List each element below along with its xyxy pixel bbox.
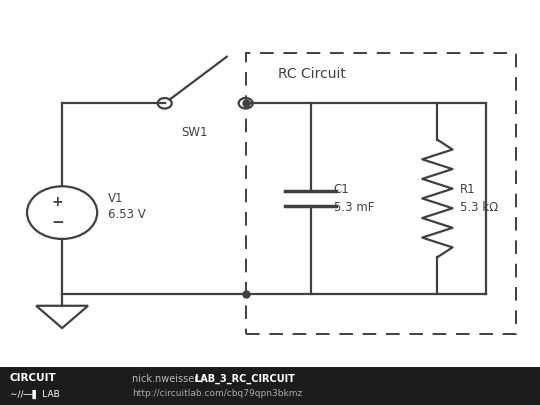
Text: ∼∕∕―▌ LAB: ∼∕∕―▌ LAB (10, 390, 59, 399)
Text: C1: C1 (334, 183, 349, 196)
Text: −: − (51, 215, 64, 230)
Text: +: + (52, 196, 64, 209)
Text: http://circuitlab.com/cbq79qpn3bkmz: http://circuitlab.com/cbq79qpn3bkmz (132, 389, 302, 398)
Text: R1: R1 (460, 183, 476, 196)
Bar (246, 53, 516, 334)
Text: 5.3 mF: 5.3 mF (334, 201, 374, 214)
Text: V1: V1 (108, 192, 124, 205)
Text: LAB_3_RC_CIRCUIT: LAB_3_RC_CIRCUIT (194, 373, 295, 384)
Text: 6.53 V: 6.53 V (108, 208, 146, 221)
Text: SW1: SW1 (181, 126, 208, 139)
Bar (0, 367, 540, 405)
Text: RC Circuit: RC Circuit (278, 67, 346, 81)
Text: 5.3 kΩ: 5.3 kΩ (460, 201, 498, 214)
Text: nick.nweisser /: nick.nweisser / (132, 374, 208, 384)
Text: CIRCUIT: CIRCUIT (10, 373, 57, 383)
